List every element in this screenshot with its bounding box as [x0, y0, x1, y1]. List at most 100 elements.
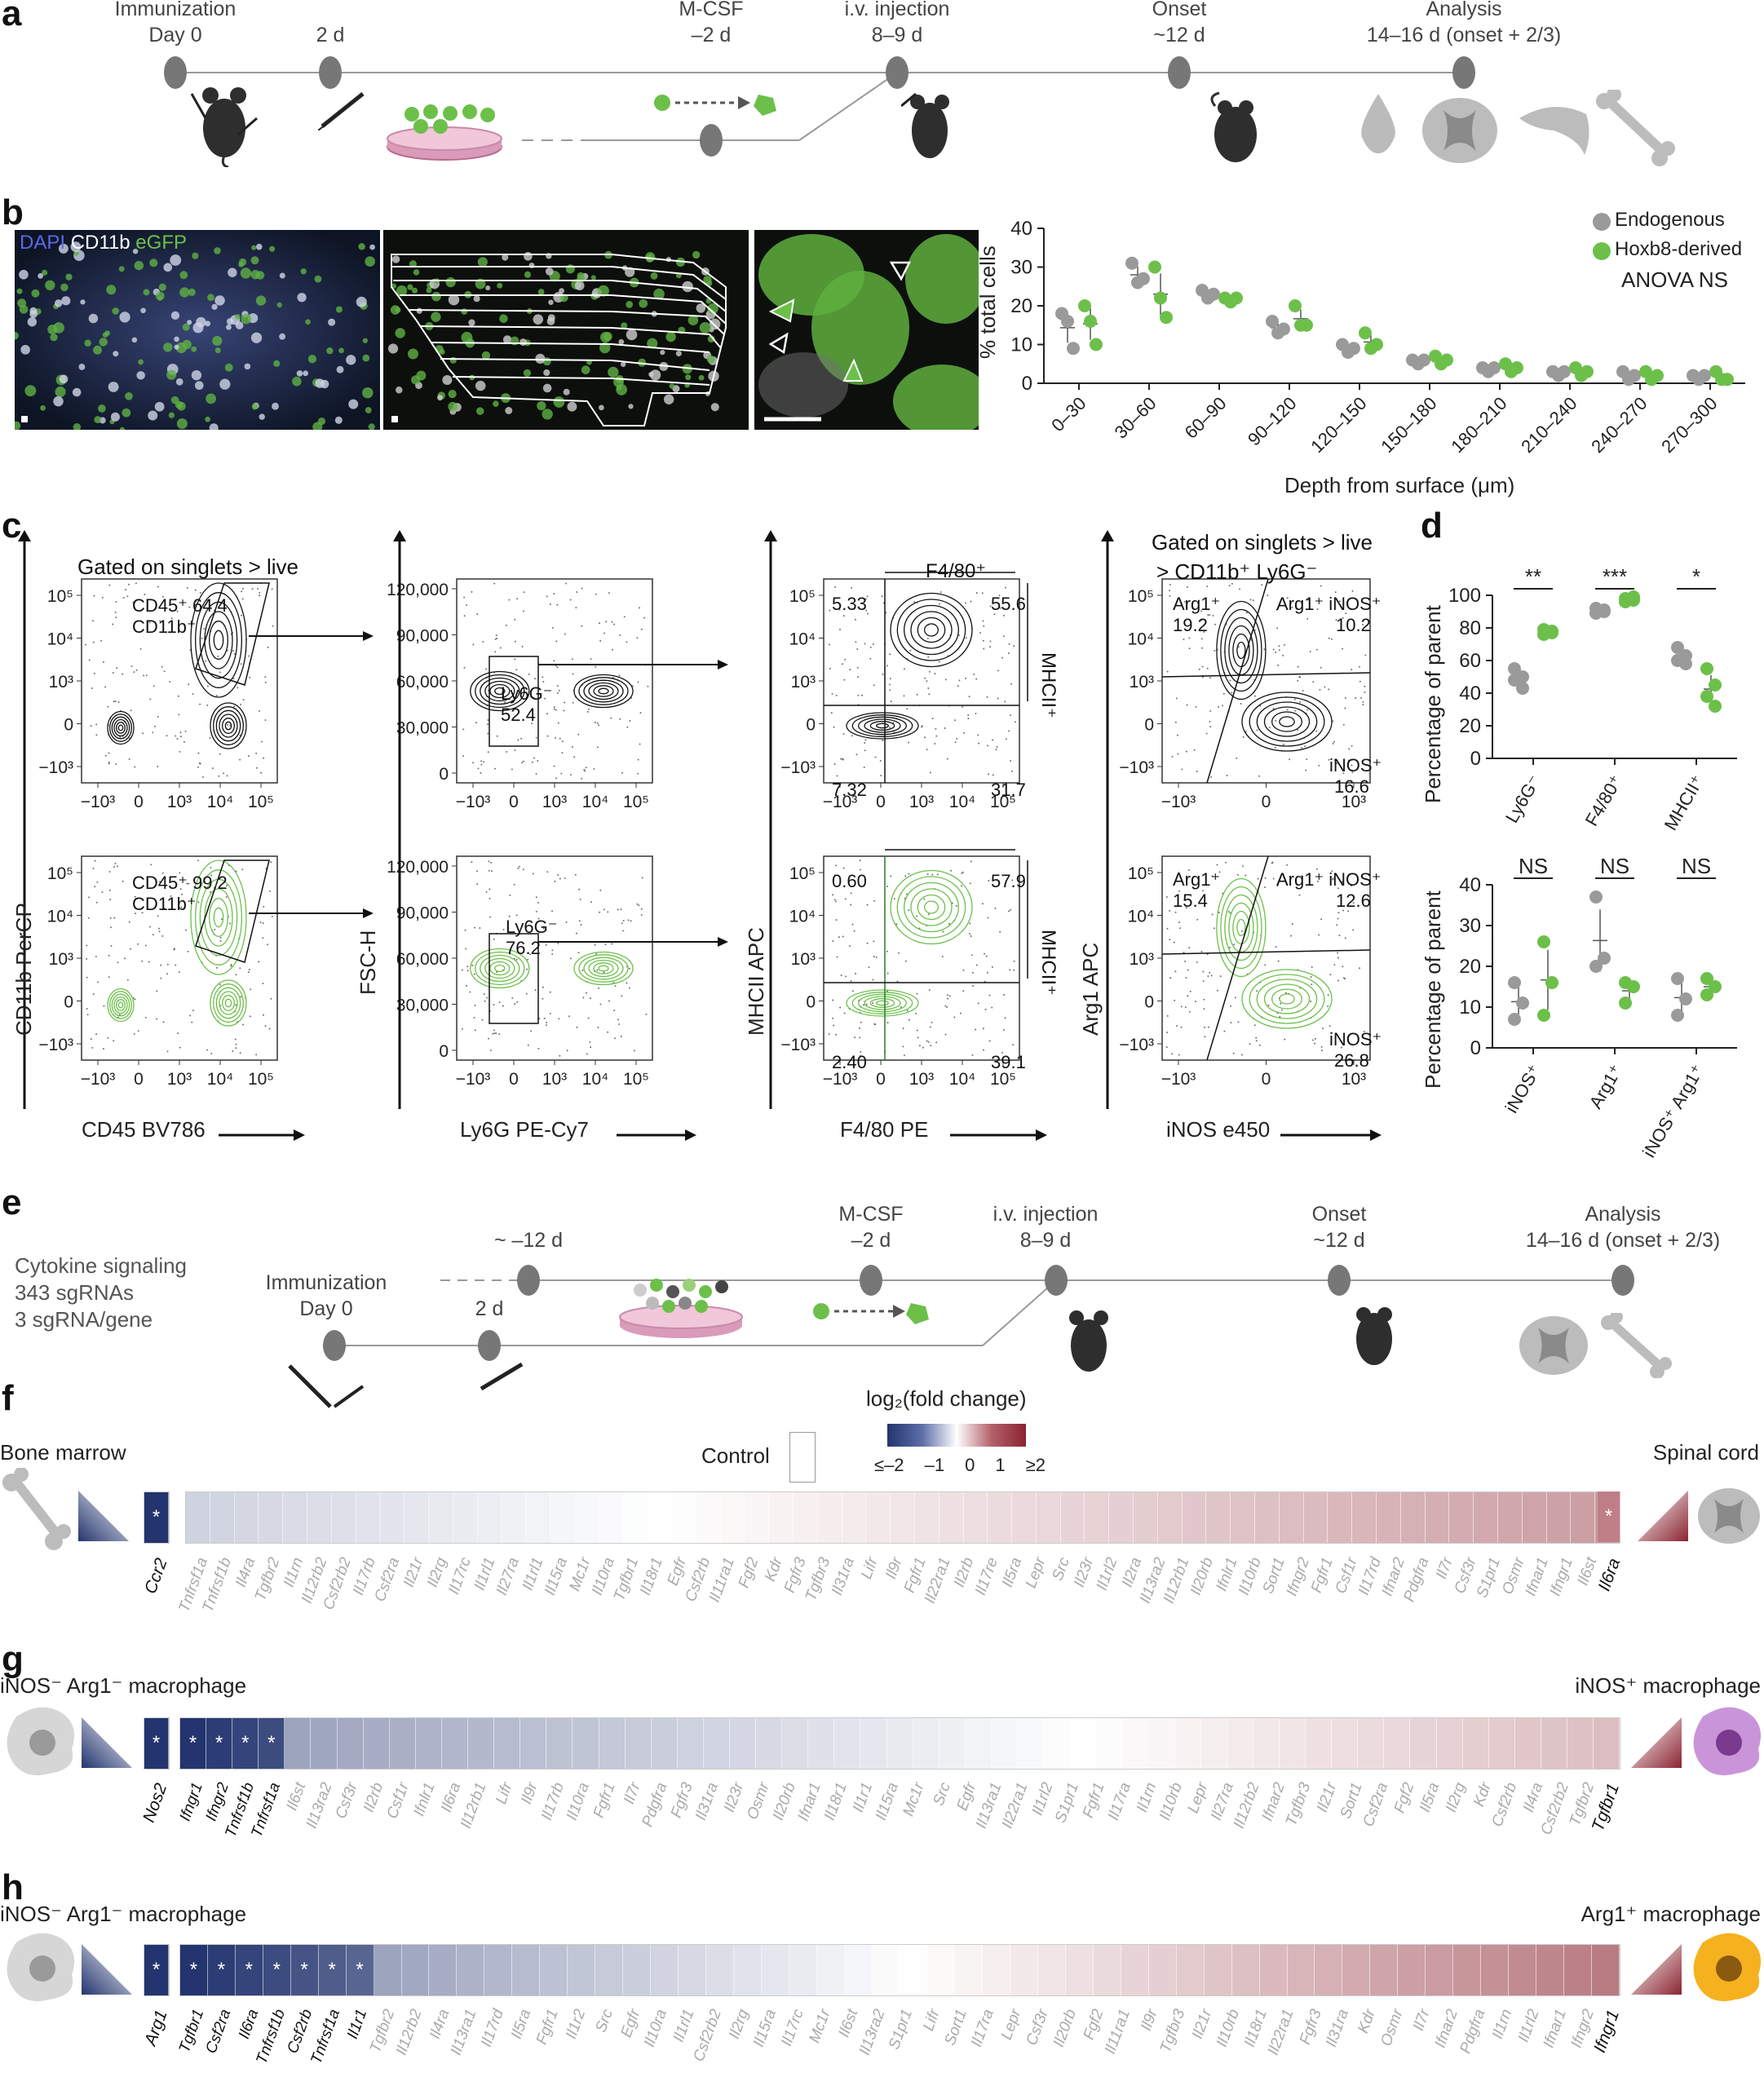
event-dot: [1181, 768, 1183, 771]
event-dot: [923, 736, 926, 739]
arg1-value-top: 19.2: [1173, 615, 1208, 635]
event-dot: [1351, 885, 1353, 887]
event-dot: [533, 696, 535, 699]
event-dot: [864, 739, 867, 741]
mhcii-gate-label-bottom: MHCII⁺: [1037, 930, 1059, 996]
gene-label: Il1rl2: [1514, 2007, 1543, 2045]
event-dot: [603, 632, 606, 634]
data-point: [1440, 353, 1453, 367]
spinal-cord-icon-f: [1698, 1488, 1760, 1544]
g-left-gene-wrap: Nos2: [139, 1774, 170, 1872]
gene-label-slot: Il2rb: [360, 1774, 387, 1872]
y-tick-label: 60,000: [396, 950, 449, 969]
data-point: [1230, 291, 1243, 305]
event-dot: [1190, 895, 1192, 897]
event-dot: [186, 882, 188, 885]
gene-label: Il21r: [1189, 2007, 1216, 2042]
gene-label: Il5ra: [1417, 1780, 1443, 1815]
contour: [116, 999, 126, 1011]
chart-b-ylabel: % total cells: [975, 245, 1000, 359]
event-dot: [1169, 939, 1171, 941]
event-dot: [1333, 759, 1336, 762]
y-tick-label: 60: [1459, 650, 1481, 672]
event-dot: [1188, 637, 1191, 639]
gene-label: Il15ra: [873, 1780, 903, 1823]
event-dot: [464, 929, 466, 931]
event-dot: [471, 590, 473, 593]
cell-dot: [143, 289, 150, 296]
gene-label-slot: Il1rl2: [1514, 2001, 1543, 2099]
heatmap-cell: [816, 1945, 845, 1995]
event-dot: [975, 964, 978, 966]
event-dot: [528, 673, 530, 675]
event-dot: [982, 639, 984, 642]
event-dot: [226, 775, 228, 777]
spinal-cord-icon: [1422, 98, 1497, 163]
gene-label: Csf2ra: [202, 2007, 235, 2057]
gene-label-slot: Il12rb1: [458, 1774, 490, 1872]
event-dot: [1187, 869, 1190, 872]
gene-label-slot: Fgfr3: [1297, 2001, 1325, 2099]
macrophage-icon-grey-h: [7, 1933, 75, 2002]
event-dot: [859, 868, 861, 871]
event-dot: [929, 1026, 931, 1028]
event-dot: [856, 666, 859, 669]
y-tick-label: 30: [1010, 257, 1032, 279]
x-tick-label: 150–180: [1377, 393, 1440, 457]
heatmap-cell: [991, 1718, 1018, 1769]
cell-dot: [72, 387, 82, 397]
event-dot: [927, 687, 930, 690]
event-dot: [840, 758, 842, 760]
cell-dot: [73, 422, 82, 430]
event-dot: [542, 997, 544, 1000]
event-dot: [103, 1005, 105, 1007]
data-point: [1488, 361, 1501, 374]
event-dot: [1249, 599, 1252, 601]
event-dot: [1005, 586, 1007, 589]
h-arg1-star: *: [144, 1945, 169, 1995]
event-dot: [509, 894, 511, 896]
event-dot: [941, 956, 944, 958]
event-dot: [830, 712, 833, 714]
heatmap-cell: [1303, 1492, 1329, 1543]
event-dot: [946, 994, 948, 996]
data-point: [1508, 1013, 1521, 1026]
gene-label-slot: Ifnlr1: [1213, 1549, 1240, 1647]
event-dot: [179, 750, 181, 753]
gene-label-slot: Src: [588, 2001, 616, 2099]
gene-label-slot: Sort1: [942, 2001, 970, 2099]
event-dot: [1333, 740, 1336, 743]
event-dot: [1283, 643, 1285, 646]
event-dot: [1228, 947, 1231, 949]
heatmap-cell: [468, 1718, 495, 1769]
q-top-lr: 31.7: [991, 780, 1026, 800]
event-dot: [578, 888, 581, 890]
quadrant-line: [1161, 672, 1371, 678]
gene-label: Ifngr1: [1546, 1555, 1576, 1599]
cell-dot: [132, 248, 139, 254]
cell-dot: [481, 351, 491, 360]
event-dot: [268, 1027, 271, 1030]
event-dot: [166, 735, 168, 737]
cell-dot: [626, 300, 634, 308]
event-dot: [108, 584, 111, 586]
y-tick-label: 10: [1010, 334, 1032, 356]
event-dot: [568, 1015, 570, 1018]
cell-dot: [448, 390, 457, 399]
event-dot: [234, 1038, 237, 1041]
event-dot: [1249, 1043, 1251, 1045]
gene-label-slot: Sort1: [1260, 1549, 1289, 1647]
event-dot: [1304, 745, 1306, 748]
contour: [864, 718, 901, 733]
heatmap-cell: [1425, 1492, 1450, 1543]
gene-label: Il17rd: [477, 2007, 507, 2050]
event-dot: [946, 758, 948, 760]
event-dot: [874, 756, 877, 758]
event-dot: [271, 915, 273, 917]
cell-dot: [113, 351, 119, 357]
cell-dot: [136, 371, 145, 380]
event-dot: [585, 767, 587, 769]
cell-dot: [505, 407, 513, 415]
x-tick-label: −10³: [81, 1070, 116, 1089]
cell-dot: [565, 264, 575, 274]
